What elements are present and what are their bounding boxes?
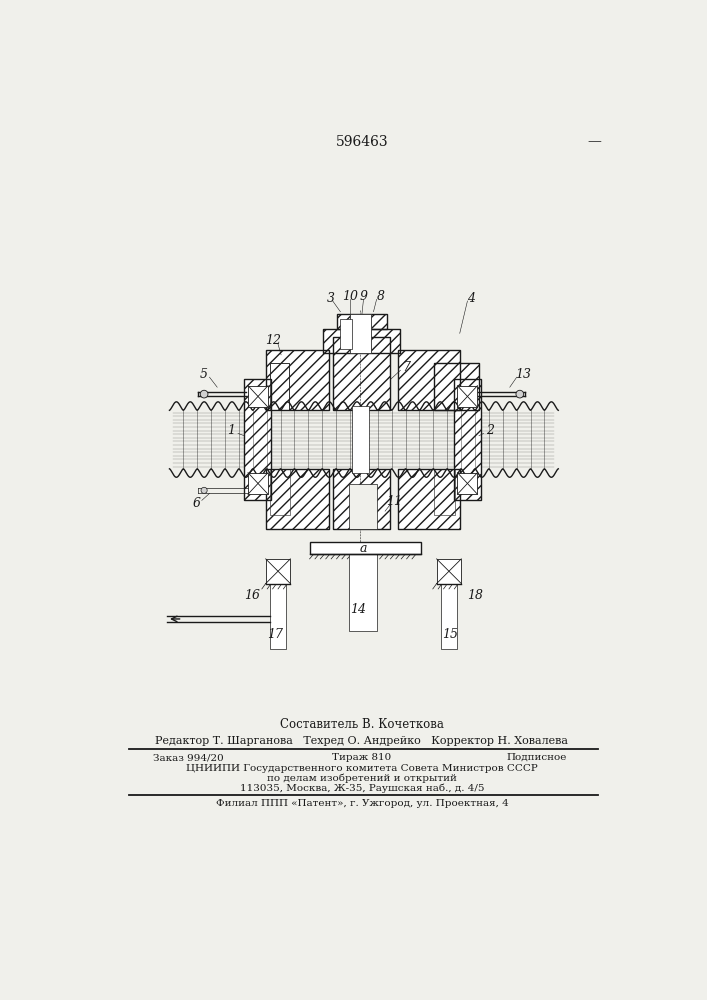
Bar [269,469,291,515]
Text: 9: 9 [359,290,368,303]
Bar [350,314,371,353]
Text: 7: 7 [402,361,410,374]
Bar [266,469,329,529]
Bar [434,363,479,410]
Circle shape [201,487,207,493]
Text: Редактор Т. Шарганова   Техред О. Андрейко   Корректор Н. Ховалева: Редактор Т. Шарганова Техред О. Андрейко… [156,736,568,746]
Bar [334,337,390,410]
Text: 17: 17 [267,628,283,641]
Bar [248,386,268,407]
Bar [434,469,455,515]
Bar [349,484,377,529]
Bar [454,379,481,500]
Text: 4: 4 [467,292,475,305]
Bar [270,584,286,649]
Text: 2: 2 [486,424,494,437]
Bar [269,363,288,410]
Text: Заказ 994/20: Заказ 994/20 [153,753,224,762]
Text: 596463: 596463 [336,135,388,149]
Text: a: a [360,542,367,555]
Bar [310,542,421,554]
Bar [437,559,461,584]
Bar [434,363,479,410]
Bar [334,469,390,529]
Text: —: — [588,135,602,149]
Text: 12: 12 [265,334,281,347]
Bar [266,350,329,410]
Text: Составитель В. Кочеткова: Составитель В. Кочеткова [280,718,444,731]
Bar [269,363,288,410]
Bar [398,350,460,410]
Bar [340,319,352,349]
Text: 15: 15 [442,628,457,641]
Text: Подписное: Подписное [506,753,567,762]
Text: 5: 5 [199,368,207,381]
Bar [398,469,460,529]
Bar [349,554,377,631]
Circle shape [516,390,524,398]
Text: 3: 3 [327,292,334,305]
Text: по делам изобретений и открытий: по делам изобретений и открытий [267,774,457,783]
Bar [352,406,369,473]
Bar [337,314,387,329]
Bar [398,350,460,410]
Text: 1: 1 [227,424,235,437]
Bar [334,469,390,529]
Bar [350,314,371,353]
Bar [266,469,329,529]
Text: 6: 6 [192,497,200,510]
Text: 16: 16 [244,589,260,602]
Text: 113035, Москва, Ж-35, Раушская наб., д. 4/5: 113035, Москва, Ж-35, Раушская наб., д. … [240,784,484,793]
Bar [457,386,477,407]
Circle shape [200,390,208,398]
Text: 8: 8 [376,290,385,303]
Bar [322,329,400,353]
Bar [248,473,268,494]
Text: Филиал ППП «Патент», г. Ужгород, ул. Проектная, 4: Филиал ППП «Патент», г. Ужгород, ул. Про… [216,799,508,808]
Text: 13: 13 [515,368,531,381]
Bar [334,337,390,410]
Text: 11: 11 [386,495,402,508]
Text: 18: 18 [467,589,483,602]
Bar [244,379,271,500]
Bar [441,584,457,649]
Text: 10: 10 [342,290,358,303]
Text: 14: 14 [350,603,366,616]
Bar [266,350,329,410]
Bar [454,379,481,500]
Bar [322,329,400,353]
Bar [457,473,477,494]
Bar [244,379,271,500]
Bar [266,559,291,584]
Bar [337,314,387,329]
Text: ЦНИИПИ Государственного комитета Совета Министров СССР: ЦНИИПИ Государственного комитета Совета … [186,764,538,773]
Bar [398,469,460,529]
Text: Тираж 810: Тираж 810 [332,753,392,762]
